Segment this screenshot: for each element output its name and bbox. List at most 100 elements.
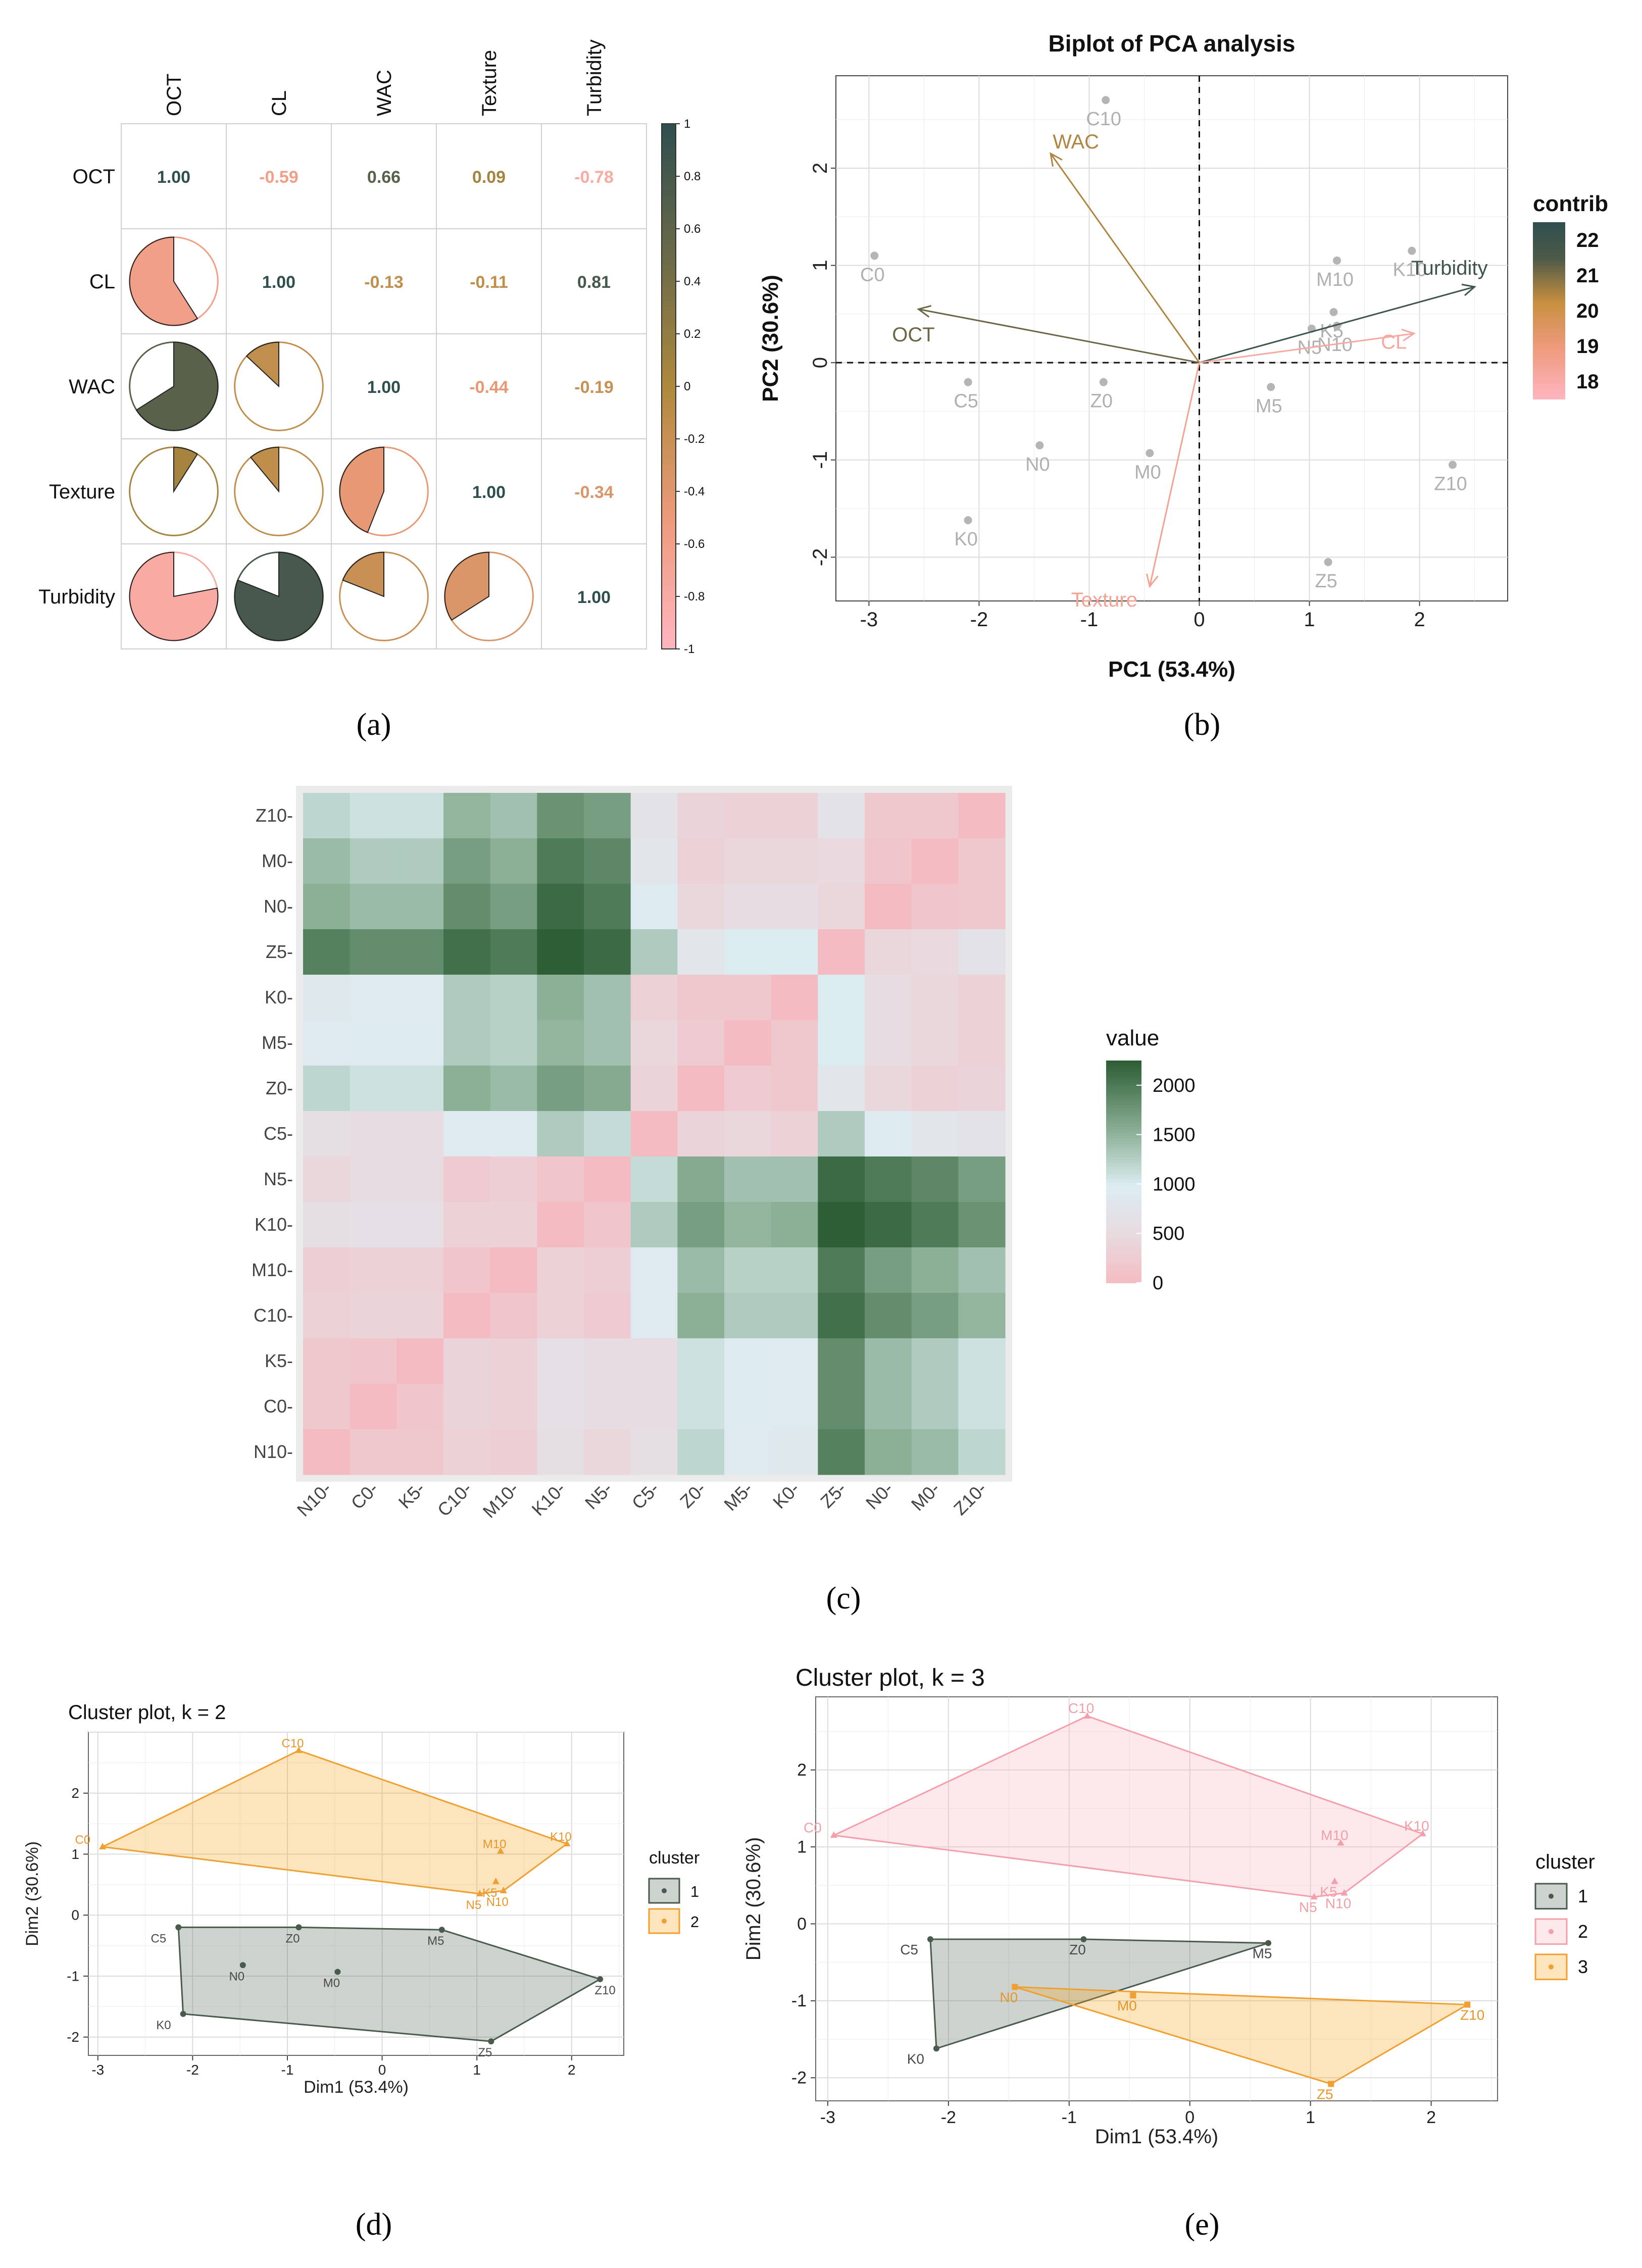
colorbar-segment: [662, 544, 676, 550]
heatmap-cell: [630, 1020, 678, 1066]
pca-vector-arrowhead: [1401, 328, 1416, 341]
corr-col-label: WAC: [373, 70, 395, 116]
corr-cell: [331, 333, 437, 439]
legend-gradient-segment: [1106, 1266, 1141, 1270]
legend-gradient-segment: [1106, 1185, 1141, 1189]
heatmap-row-label: C5-: [264, 1123, 293, 1144]
colorbar-segment: [662, 297, 676, 303]
colorbar-segment: [662, 302, 676, 308]
cluster-k2-chart: Cluster plot, k = 2 -3 -2 -1 0 1 2 -2 -1 0 1 2 Dim1 …: [23, 1701, 700, 2097]
legend-gradient-segment: [1533, 263, 1565, 266]
heatmap-cell: [350, 1293, 397, 1339]
legend-tick-label: 20: [1576, 300, 1599, 322]
heatmap-cell: [490, 1429, 537, 1475]
legend-gradient-segment: [1533, 361, 1565, 364]
colorbar-segment: [662, 349, 676, 356]
heatmap-cell: [771, 1293, 818, 1339]
pca-point: [1035, 441, 1044, 449]
legend-gradient-segment: [1106, 1269, 1141, 1272]
colorbar-segment: [662, 370, 676, 377]
x-axis-label: PC1 (53.4%): [1108, 657, 1235, 682]
legend-gradient-segment: [1533, 303, 1565, 306]
heatmap-col-label: K10-: [528, 1478, 570, 1520]
heatmap-cell: [724, 1066, 772, 1112]
heatmap-cell: [911, 1247, 959, 1293]
cluster-point-label: C5: [900, 1942, 918, 1957]
x-tick-label: -1: [281, 2062, 294, 2078]
colorbar-segment: [662, 291, 676, 298]
cluster-point-label: K0: [907, 2051, 924, 2067]
heatmap-cell: [630, 1156, 678, 1202]
heatmap-cell: [443, 838, 491, 884]
heatmap-row-label: K5-: [265, 1350, 293, 1371]
colorbar-segment: [662, 612, 676, 618]
heatmap-cell: [303, 1111, 351, 1157]
heatmap-cell: [958, 793, 1006, 839]
heatmap-row-label: M10-: [252, 1259, 293, 1280]
legend-gradient-segment: [1533, 258, 1565, 261]
heatmap-cell: [818, 929, 865, 975]
heatmap-cell: [537, 793, 584, 839]
legend-gradient-segment: [1106, 1066, 1141, 1070]
cluster-point: [1340, 1889, 1348, 1896]
heatmap-cell: [818, 1429, 865, 1475]
colorbar-segment: [662, 586, 676, 592]
legend-tick-label: 1000: [1153, 1174, 1196, 1195]
heatmap-cell: [818, 1202, 865, 1248]
legend-gradient-segment: [1533, 253, 1565, 256]
heatmap-cell: [443, 1247, 491, 1293]
heatmap-cell: [958, 1338, 1006, 1384]
corr-value-label: 0.09: [472, 168, 506, 187]
heatmap-cell: [490, 1293, 537, 1339]
heatmap-cell: [630, 1429, 678, 1475]
colorbar-segment: [662, 234, 676, 240]
heatmap-cell: [724, 1156, 772, 1202]
chart-title: Cluster plot, k = 2: [68, 1701, 226, 1724]
legend-gradient-segment: [1106, 1141, 1141, 1144]
colorbar-segment: [662, 176, 676, 182]
colorbar-segment: [662, 549, 676, 555]
chart-title: Cluster plot, k = 3: [795, 1665, 985, 1691]
legend-gradient-segment: [1533, 311, 1565, 314]
colorbar-segment: [662, 538, 676, 544]
cluster-point-label: Z0: [1069, 1942, 1086, 1957]
cluster-point-label: M5: [427, 1934, 444, 1948]
colorbar-segment: [662, 134, 676, 140]
corr-pie-wedge: [135, 341, 219, 431]
cluster-point-label: M5: [1253, 1946, 1272, 1961]
legend-gradient-segment: [1533, 394, 1565, 397]
colorbar-segment: [662, 402, 676, 408]
heatmap-cell: [677, 1156, 725, 1202]
legend-gradient-segment: [1533, 386, 1565, 389]
colorbar-segment: [662, 496, 676, 502]
corr-row-label: Turbidity: [38, 586, 115, 608]
legend-gradient-segment: [1533, 285, 1565, 288]
pca-point-label: K0: [954, 529, 977, 550]
heatmap-col-label: M5-: [720, 1478, 757, 1515]
x-tick-label: 1: [1304, 609, 1315, 631]
heatmap-cell: [958, 1020, 1006, 1066]
heatmap-col-label: Z5-: [816, 1478, 850, 1512]
colorbar-segment: [662, 643, 676, 649]
colorbar-segment: [662, 481, 676, 487]
panel-label-a: (a): [356, 708, 391, 742]
cluster-point: [175, 1924, 182, 1931]
heatmap-cell: [677, 975, 725, 1021]
legend-gradient-segment: [1106, 1102, 1141, 1105]
legend-item-label: 2: [1578, 1921, 1588, 1942]
pca-point: [1324, 558, 1332, 566]
colorbar-segment: [662, 124, 676, 130]
heatmap-cell: [724, 929, 772, 975]
corr-pie-wedge: [129, 551, 219, 641]
legend-gradient-segment: [1106, 1241, 1141, 1244]
legend-gradient-segment: [1106, 1130, 1141, 1133]
heatmap-cell: [958, 1293, 1006, 1339]
heatmap-cell: [537, 884, 584, 930]
legend-key-marker: [1549, 1893, 1554, 1899]
heatmap-cell: [724, 975, 772, 1021]
heatmap-cell: [724, 1338, 772, 1384]
heatmap-cell: [490, 884, 537, 930]
cluster-point-label: K0: [156, 2019, 171, 2032]
colorbar-segment: [662, 501, 676, 508]
legend-gradient-segment: [1533, 376, 1565, 379]
